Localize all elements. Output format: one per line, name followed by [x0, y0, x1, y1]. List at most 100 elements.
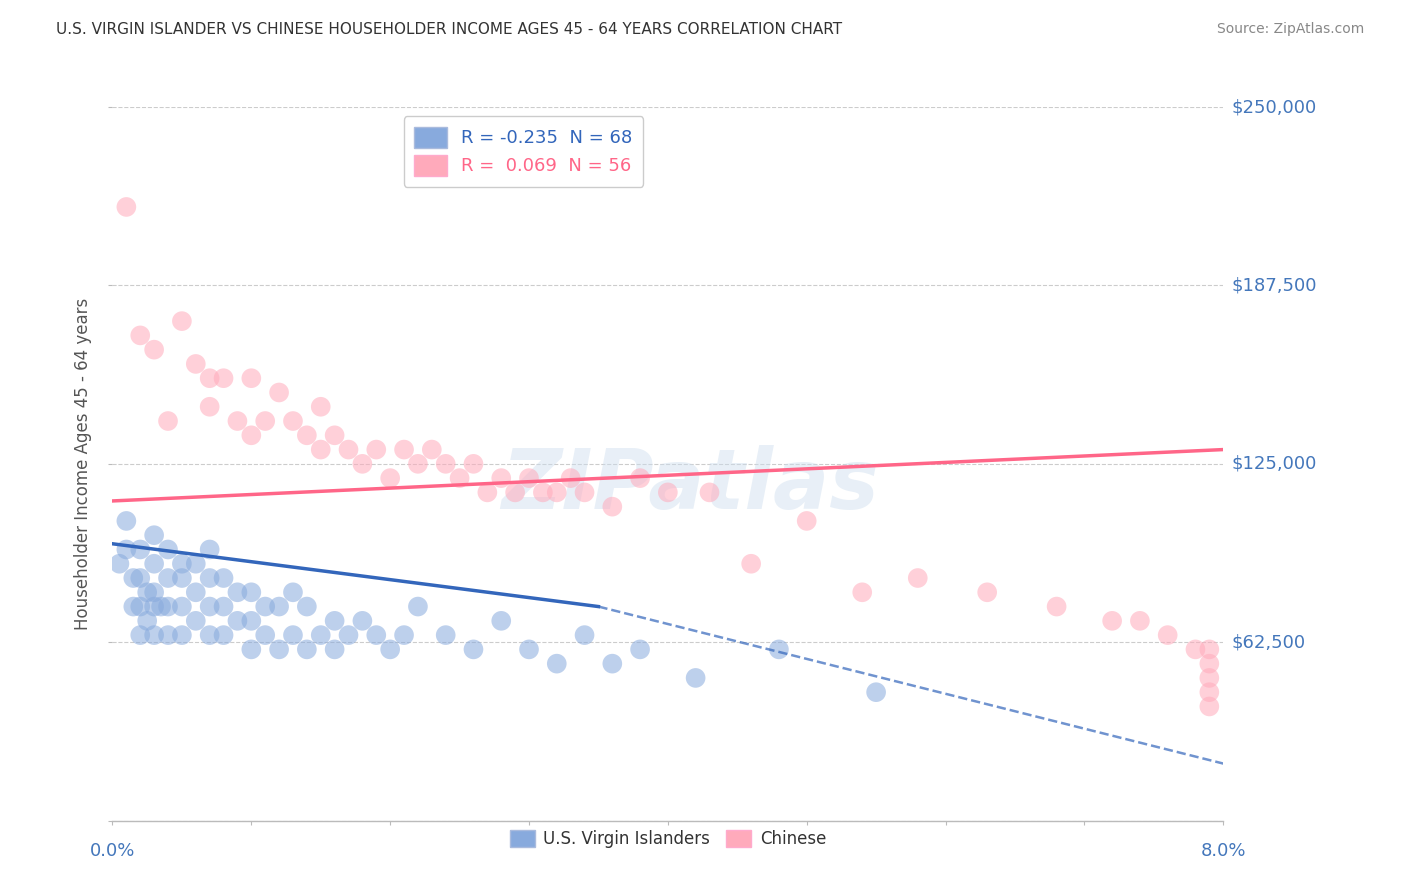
Point [170, 314, 193, 328]
Point [115, 200, 138, 214]
Point [143, 628, 166, 642]
Point [157, 542, 180, 557]
Point [491, 471, 513, 485]
Point [170, 571, 193, 585]
Text: $187,500: $187,500 [1232, 277, 1317, 294]
Point [115, 542, 138, 557]
Text: 8.0%: 8.0% [1201, 842, 1246, 860]
Point [366, 628, 388, 642]
Point [560, 471, 582, 485]
Point [129, 542, 152, 557]
Point [281, 628, 304, 642]
Point [699, 485, 721, 500]
Point [198, 400, 221, 414]
Point [380, 471, 402, 485]
Point [254, 628, 277, 642]
Point [295, 642, 318, 657]
Point [240, 614, 263, 628]
Point [392, 442, 415, 457]
Point [240, 371, 263, 385]
Point [267, 385, 291, 400]
Point [143, 585, 166, 599]
Point [685, 671, 707, 685]
Point [143, 343, 166, 357]
Point [740, 557, 762, 571]
Point [108, 557, 131, 571]
Point [129, 571, 152, 585]
Point [517, 642, 540, 657]
Point [143, 528, 166, 542]
Point [491, 614, 513, 628]
Point [546, 485, 568, 500]
Point [129, 599, 152, 614]
Y-axis label: Householder Income Ages 45 - 64 years: Householder Income Ages 45 - 64 years [75, 298, 93, 630]
Point [1198, 699, 1220, 714]
Point [212, 371, 235, 385]
Point [226, 414, 249, 428]
Point [546, 657, 568, 671]
Point [212, 628, 235, 642]
Point [1045, 599, 1069, 614]
Point [170, 599, 193, 614]
Point [1198, 671, 1220, 685]
Point [267, 599, 291, 614]
Text: $62,500: $62,500 [1232, 633, 1306, 651]
Point [170, 557, 193, 571]
Point [309, 442, 332, 457]
Point [254, 414, 277, 428]
Point [976, 585, 998, 599]
Point [295, 428, 318, 442]
Point [212, 571, 235, 585]
Point [628, 642, 651, 657]
Point [851, 585, 873, 599]
Point [212, 599, 235, 614]
Point [1198, 657, 1220, 671]
Point [295, 599, 318, 614]
Text: 0.0%: 0.0% [90, 842, 135, 860]
Point [184, 585, 207, 599]
Point [352, 457, 374, 471]
Point [198, 628, 221, 642]
Point [198, 371, 221, 385]
Point [420, 442, 443, 457]
Text: U.S. VIRGIN ISLANDER VS CHINESE HOUSEHOLDER INCOME AGES 45 - 64 YEARS CORRELATIO: U.S. VIRGIN ISLANDER VS CHINESE HOUSEHOL… [56, 22, 842, 37]
Point [198, 599, 221, 614]
Point [184, 614, 207, 628]
Point [1184, 642, 1206, 657]
Point [380, 642, 402, 657]
Point [323, 428, 346, 442]
Point [157, 628, 180, 642]
Point [1129, 614, 1152, 628]
Point [157, 599, 180, 614]
Point [796, 514, 818, 528]
Text: $250,000: $250,000 [1232, 98, 1317, 116]
Point [184, 557, 207, 571]
Point [198, 571, 221, 585]
Point [477, 485, 499, 500]
Text: $125,000: $125,000 [1232, 455, 1317, 473]
Point [449, 471, 471, 485]
Point [406, 457, 429, 471]
Point [337, 628, 360, 642]
Point [226, 614, 249, 628]
Point [406, 599, 429, 614]
Legend: U.S. Virgin Islanders, Chinese: U.S. Virgin Islanders, Chinese [503, 823, 832, 855]
Point [907, 571, 929, 585]
Point [136, 614, 159, 628]
Point [122, 599, 145, 614]
Point [143, 599, 166, 614]
Point [143, 557, 166, 571]
Point [1198, 685, 1220, 699]
Point [281, 414, 304, 428]
Point [1156, 628, 1178, 642]
Point [150, 599, 173, 614]
Point [602, 500, 624, 514]
Point [157, 414, 180, 428]
Point [366, 442, 388, 457]
Point [240, 428, 263, 442]
Point [574, 485, 596, 500]
Point [463, 457, 485, 471]
Point [574, 628, 596, 642]
Point [657, 485, 679, 500]
Point [602, 657, 624, 671]
